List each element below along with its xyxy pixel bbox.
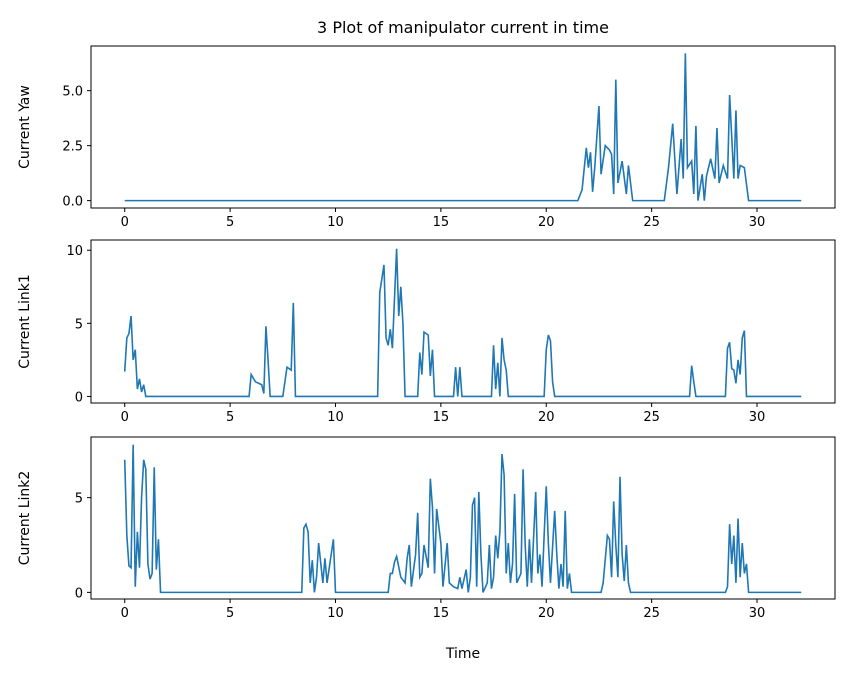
x-tick-label: 15	[433, 215, 450, 230]
x-tick-label: 25	[643, 215, 660, 230]
x-tick-label: 30	[749, 606, 766, 621]
x-tick-label: 20	[538, 215, 555, 230]
x-tick-label: 0	[121, 606, 129, 621]
y-tick-label: 5	[75, 492, 83, 507]
data-line	[123, 248, 802, 398]
y-axis-label: Current Yaw	[17, 85, 33, 169]
x-tick-label: 15	[433, 410, 450, 425]
x-tick-label: 15	[433, 606, 450, 621]
x-tick-label: 0	[121, 410, 129, 425]
axes-frame	[90, 45, 836, 209]
x-tick-label: 5	[226, 606, 234, 621]
data-line	[123, 444, 802, 594]
x-tick-label: 20	[538, 410, 555, 425]
y-axis-label: Current Link1	[17, 274, 33, 369]
x-tick-label: 25	[643, 606, 660, 621]
axes-frame	[90, 239, 836, 404]
x-axis-label: Time	[445, 646, 480, 662]
x-tick-label: 30	[749, 215, 766, 230]
x-tick-label: 10	[327, 410, 344, 425]
y-tick-label: 0.0	[62, 195, 83, 210]
x-tick-label: 20	[538, 606, 555, 621]
y-tick-label: 0	[75, 586, 83, 601]
chart-title: 3 Plot of manipulator current in time	[317, 18, 609, 37]
x-tick-label: 25	[643, 410, 660, 425]
y-tick-label: 5	[75, 317, 83, 332]
y-tick-label: 5.0	[62, 85, 83, 100]
y-tick-label: 10	[66, 244, 83, 259]
data-line	[124, 53, 802, 202]
axes-frame	[90, 436, 836, 600]
x-tick-label: 30	[749, 410, 766, 425]
x-tick-label: 10	[327, 606, 344, 621]
y-tick-label: 2.5	[62, 140, 83, 155]
x-tick-label: 0	[121, 215, 129, 230]
x-tick-label: 10	[327, 215, 344, 230]
x-tick-label: 5	[226, 410, 234, 425]
y-axis-label: Current Link2	[17, 471, 33, 566]
y-tick-label: 0	[75, 390, 83, 405]
x-tick-label: 5	[226, 215, 234, 230]
